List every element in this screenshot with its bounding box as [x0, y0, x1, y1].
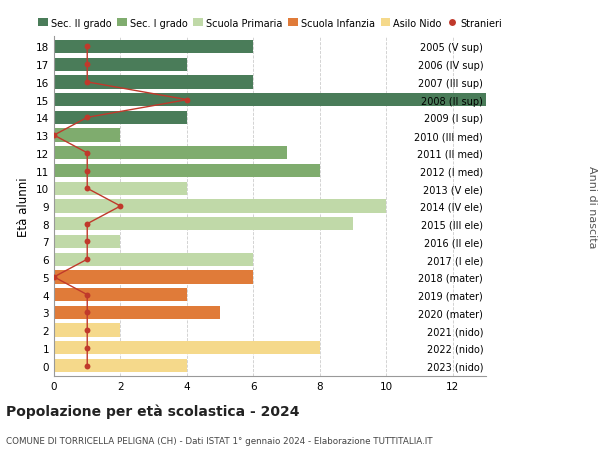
Text: COMUNE DI TORRICELLA PELIGNA (CH) - Dati ISTAT 1° gennaio 2024 - Elaborazione TU: COMUNE DI TORRICELLA PELIGNA (CH) - Dati… — [6, 436, 433, 445]
Bar — [54, 235, 121, 249]
Point — [82, 291, 92, 299]
Bar — [54, 129, 121, 142]
Bar — [54, 306, 220, 319]
Text: Anni di nascita: Anni di nascita — [587, 165, 597, 248]
Bar — [54, 147, 287, 160]
Bar — [54, 218, 353, 231]
Y-axis label: Età alunni: Età alunni — [17, 177, 31, 236]
Point — [82, 362, 92, 369]
Bar — [54, 288, 187, 302]
Point — [82, 344, 92, 352]
Text: Popolazione per età scolastica - 2024: Popolazione per età scolastica - 2024 — [6, 404, 299, 419]
Bar — [54, 200, 386, 213]
Point — [82, 62, 92, 69]
Point — [82, 44, 92, 51]
Point — [82, 327, 92, 334]
Point — [82, 150, 92, 157]
Bar — [54, 182, 187, 196]
Point — [82, 256, 92, 263]
Point — [82, 221, 92, 228]
Bar — [54, 324, 121, 337]
Point — [82, 238, 92, 246]
Bar — [54, 253, 253, 266]
Legend: Sec. II grado, Sec. I grado, Scuola Primaria, Scuola Infanzia, Asilo Nido, Stran: Sec. II grado, Sec. I grado, Scuola Prim… — [38, 18, 502, 28]
Point — [82, 114, 92, 122]
Bar — [54, 112, 187, 125]
Bar — [54, 94, 486, 107]
Point — [116, 203, 125, 210]
Point — [49, 132, 59, 140]
Bar — [54, 341, 320, 355]
Bar — [54, 164, 320, 178]
Point — [82, 79, 92, 86]
Bar — [54, 41, 253, 54]
Bar — [54, 58, 187, 72]
Point — [82, 168, 92, 175]
Point — [49, 274, 59, 281]
Bar — [54, 76, 253, 90]
Bar — [54, 359, 187, 372]
Point — [82, 309, 92, 316]
Bar — [54, 271, 253, 284]
Point — [82, 185, 92, 192]
Point — [182, 97, 192, 104]
